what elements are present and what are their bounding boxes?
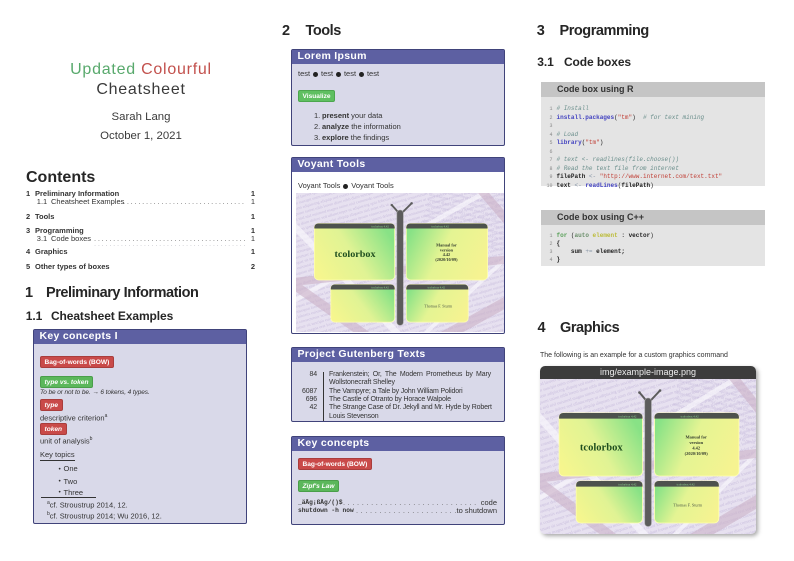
svg-text:tcolorbox 4.42: tcolorbox 4.42 xyxy=(681,414,700,418)
svg-text:(2020/10/09): (2020/10/09) xyxy=(435,257,458,262)
svg-text:tcolorbox 4.42: tcolorbox 4.42 xyxy=(371,224,389,228)
svg-text:tcolorbox: tcolorbox xyxy=(580,443,623,454)
svg-text:tcolorbox 4.42: tcolorbox 4.42 xyxy=(431,224,449,228)
svg-text:4.42: 4.42 xyxy=(443,252,450,257)
svg-text:tcolorbox 4.42: tcolorbox 4.42 xyxy=(428,285,446,289)
svg-text:tcolorbox 4.42: tcolorbox 4.42 xyxy=(618,482,637,486)
svg-text:tcolorbox 4.42: tcolorbox 4.42 xyxy=(618,414,637,418)
svg-text:4.42: 4.42 xyxy=(692,446,701,451)
svg-text:tcolorbox 4.42: tcolorbox 4.42 xyxy=(677,482,696,486)
svg-text:Manual for: Manual for xyxy=(685,435,707,440)
svg-text:version: version xyxy=(689,440,703,445)
svg-text:tcolorbox 4.42: tcolorbox 4.42 xyxy=(371,285,389,289)
svg-text:tcolorbox: tcolorbox xyxy=(334,249,375,260)
svg-text:(2020/10/09): (2020/10/09) xyxy=(685,451,709,456)
svg-text:version: version xyxy=(440,247,454,252)
svg-text:Thomas F. Sturm: Thomas F. Sturm xyxy=(424,304,452,308)
svg-text:Manual for: Manual for xyxy=(436,242,457,247)
svg-text:Thomas F. Sturm: Thomas F. Sturm xyxy=(673,503,703,508)
